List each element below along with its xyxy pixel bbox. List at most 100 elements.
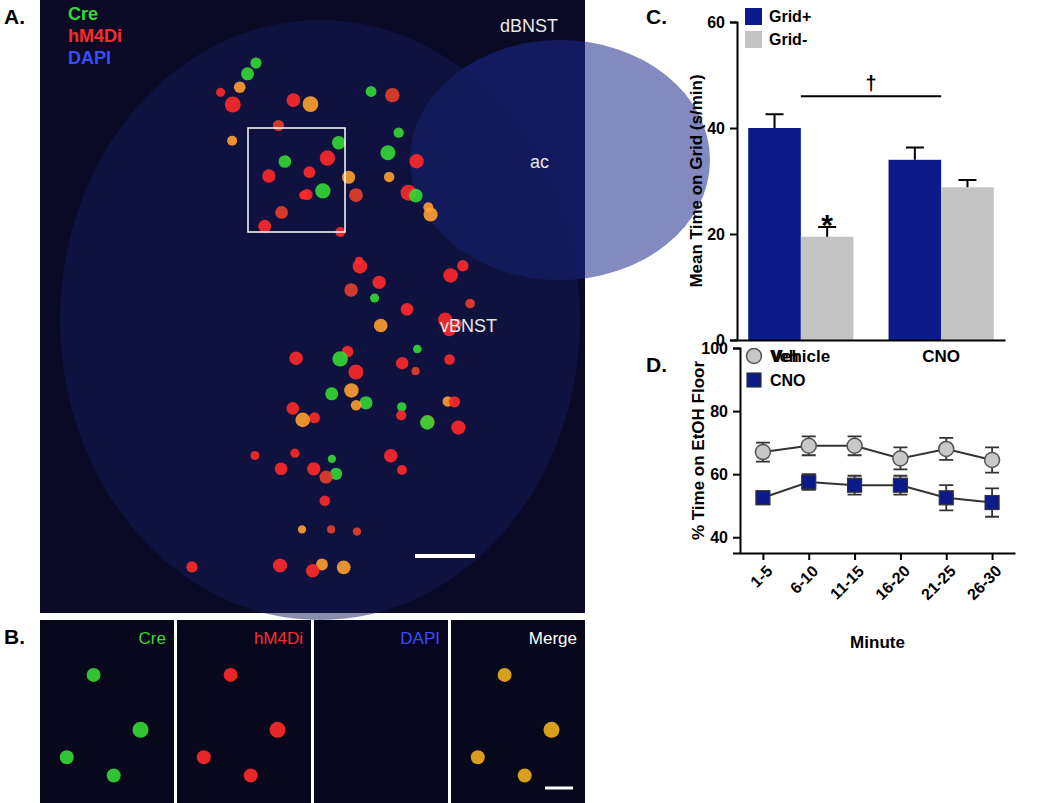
tick: 26-30	[964, 553, 1005, 603]
cell	[306, 564, 319, 577]
error-bar	[802, 474, 816, 490]
legend-swatch	[745, 8, 762, 25]
tick-mark	[730, 22, 737, 24]
image-tile: DAPI	[314, 620, 448, 803]
scale-bar	[545, 787, 573, 790]
cell	[250, 57, 261, 68]
significance-bracket	[801, 95, 941, 97]
error-bar	[766, 114, 784, 128]
marker	[848, 478, 862, 492]
cell	[370, 293, 379, 302]
tick: CNO	[922, 340, 960, 366]
error-bar	[906, 148, 924, 160]
channel-label: Cre	[68, 4, 98, 24]
cell	[355, 257, 363, 265]
cell	[384, 449, 398, 463]
tick-label: 80	[710, 403, 728, 420]
cell	[396, 357, 408, 369]
error-bar	[802, 436, 816, 455]
bar	[801, 237, 854, 340]
tile-label: Merge	[529, 629, 577, 648]
cell	[250, 451, 259, 460]
cell	[409, 189, 423, 203]
tick-label: 6-10	[787, 562, 822, 597]
legend-marker	[747, 373, 761, 387]
panel-label: D.	[646, 353, 667, 376]
error-bar	[985, 447, 999, 472]
tick-label: 20	[707, 226, 725, 243]
cell	[344, 383, 358, 397]
tick: 60	[710, 466, 740, 483]
plot-area	[755, 436, 999, 516]
error-bar	[958, 180, 976, 187]
cell	[465, 299, 475, 309]
tick-mark	[733, 474, 740, 476]
marker	[756, 491, 770, 505]
cell	[325, 387, 338, 400]
tick-mark	[808, 553, 810, 560]
tick: 60	[707, 14, 737, 31]
axis-line	[741, 553, 1016, 555]
tick-mark	[733, 348, 740, 350]
tile-background	[177, 620, 311, 803]
marker	[802, 475, 816, 489]
tick: 40	[707, 120, 737, 137]
tick-mark	[762, 553, 764, 560]
error-bar	[939, 485, 953, 510]
tick-mark	[730, 234, 737, 236]
legend-marker	[747, 349, 762, 364]
cell	[307, 462, 320, 475]
tick-label: 11-15	[827, 562, 867, 602]
cell	[397, 402, 406, 411]
region-label: dBNST	[500, 16, 558, 36]
axis-title: Mean Time on Grid (s/min)	[687, 74, 706, 287]
tick: 16-20	[872, 553, 913, 603]
tick: 100	[701, 340, 740, 357]
cell	[471, 750, 485, 764]
tile-background	[451, 620, 585, 803]
series-line	[763, 446, 992, 460]
tick: 21-25	[918, 553, 959, 603]
marker	[985, 496, 999, 510]
marker	[939, 441, 954, 456]
cell	[224, 668, 238, 682]
cell	[262, 169, 275, 182]
legend-item: Grid-	[745, 31, 807, 48]
error-bar	[756, 443, 770, 462]
cell	[258, 220, 271, 233]
cell	[396, 410, 406, 420]
legend-item: Grid+	[745, 8, 811, 25]
cell	[337, 561, 351, 575]
cell	[315, 183, 330, 198]
cell	[332, 351, 347, 366]
cell	[275, 206, 288, 219]
tick-label: 1-5	[747, 562, 775, 590]
legend: Grid+ Grid-	[745, 8, 811, 48]
cell	[518, 769, 532, 783]
cell	[401, 303, 414, 316]
cell	[299, 191, 307, 199]
cell	[234, 81, 246, 93]
bar	[941, 187, 994, 340]
tick-mark	[730, 340, 737, 342]
cell	[328, 455, 336, 463]
region-label: ac	[530, 152, 549, 172]
error-bar	[756, 492, 770, 505]
legend-label: Grid+	[769, 8, 811, 25]
axis-line	[738, 340, 1006, 342]
legend-swatch	[745, 31, 762, 48]
image-tile: Merge	[451, 620, 585, 803]
channel-label: hM4Di	[68, 26, 122, 46]
marker	[893, 451, 908, 466]
region-label: vBNST	[440, 316, 497, 336]
cell	[424, 207, 438, 221]
cell	[298, 525, 306, 533]
marker	[755, 445, 770, 460]
cell	[498, 668, 512, 682]
tile-label: Cre	[139, 629, 166, 648]
inset-box	[248, 128, 345, 232]
tick-label: 40	[707, 120, 725, 137]
legend-label: CNO	[770, 372, 806, 389]
cell	[286, 93, 300, 107]
cell	[342, 171, 355, 184]
